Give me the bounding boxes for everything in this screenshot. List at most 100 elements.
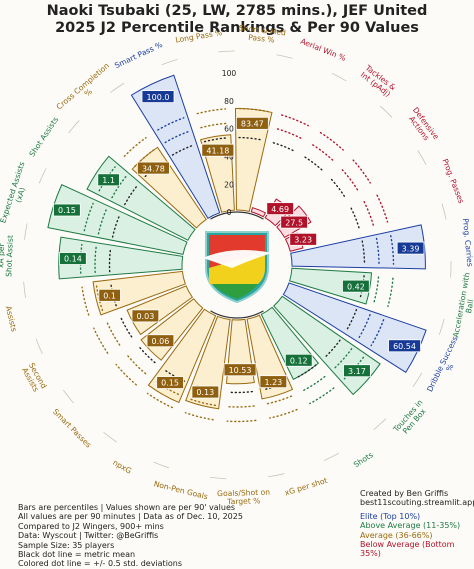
metric-label-22: Short & MedPass % — [238, 23, 287, 45]
metric-label-line: Long Pass % — [175, 28, 223, 45]
value-label-18: 1.1 — [102, 176, 115, 185]
dot-line — [282, 115, 308, 126]
dot-line — [310, 388, 334, 404]
note-line: Compared to J2 Wingers, 900+ mins — [18, 522, 243, 531]
guide-arc — [69, 120, 80, 133]
guide-arc — [380, 106, 392, 117]
metric-label-9: xG per shot — [284, 476, 329, 498]
metric-label-18: Shot Assists — [27, 115, 60, 158]
ring-tick-0: 0 — [227, 208, 232, 217]
legend-above: Above Average (11-35%) — [360, 521, 474, 530]
club-crest — [197, 225, 277, 305]
footer-legend: Created by Ben Griffis best11scouting.st… — [360, 489, 474, 559]
value-label-1: 4.69 — [271, 205, 289, 214]
ring-tick-60: 60 — [224, 125, 234, 134]
value-label-13: 0.06 — [152, 337, 170, 346]
dot-line — [127, 355, 145, 373]
dot-line — [303, 377, 325, 391]
dot-line — [227, 420, 255, 421]
metric-label-1: Tackles &Int (pAdj) — [358, 63, 398, 99]
value-label-9: 1.23 — [264, 378, 282, 387]
value-label-15: 0.1 — [103, 292, 116, 301]
metric-label-line: Non-Pen Goals — [153, 479, 209, 501]
guide-arc — [110, 83, 124, 92]
guide-arc — [374, 419, 386, 430]
ring-tick-80: 80 — [224, 97, 234, 106]
value-label-3: 3.23 — [294, 236, 312, 245]
metric-label-5: Acceleration withBall — [451, 272, 474, 340]
value-label-16: 0.14 — [64, 255, 82, 264]
guide-arc — [324, 453, 339, 460]
metric-label-line: % — [444, 362, 455, 372]
dot-line — [270, 410, 297, 418]
metric-label-8: Shots — [352, 450, 375, 469]
value-label-4: 3.39 — [402, 244, 420, 253]
metric-label-3: Prog. Passes — [440, 157, 465, 204]
metric-label-line: Aerial Win % — [299, 37, 347, 63]
footer-notes: Bars are percentiles | Values shown are … — [18, 503, 243, 569]
dot-line — [94, 328, 108, 353]
guide-arc — [442, 204, 446, 220]
dot-line — [351, 208, 359, 230]
note-line: Sample Size: 35 players — [18, 541, 243, 550]
note-line: Bars are percentiles | Values shown are … — [18, 503, 243, 512]
legend-elite: Elite (Top 10%) — [360, 512, 474, 521]
metric-label-21: Long Pass % — [175, 28, 223, 45]
guide-arc — [277, 55, 293, 59]
percentile-chart: { "title_line1": "Naoki Tsubaki (25, LW,… — [0, 0, 474, 557]
dot-line — [228, 406, 254, 407]
value-label-7: 3.17 — [348, 367, 366, 376]
dot-line — [388, 278, 393, 306]
value-label-5: 0.42 — [347, 282, 365, 291]
value-label-19: 34.78 — [142, 164, 165, 173]
dot-line — [82, 287, 89, 315]
metric-label-line: xG per shot — [284, 476, 329, 498]
guide-arc — [63, 390, 73, 403]
metric-label-line: Cross Completion — [55, 61, 112, 112]
dot-line — [332, 180, 346, 199]
metric-label-line: Prog. Passes — [440, 157, 465, 204]
dot-line — [185, 413, 213, 420]
value-label-17: 0.15 — [58, 206, 76, 215]
metric-label-0: Aerial Win % — [299, 37, 347, 63]
guide-arc — [439, 319, 444, 335]
dot-line — [374, 277, 379, 302]
guide-arc — [24, 223, 27, 239]
guide-arc — [210, 477, 226, 478]
dot-line — [229, 392, 252, 393]
value-label-2: 27.5 — [285, 218, 303, 227]
metric-label-14: SecondAssists — [20, 361, 49, 394]
guide-arc — [268, 474, 284, 477]
dot-line — [342, 170, 358, 191]
guide-arc — [418, 151, 426, 165]
site-text: best11scouting.streamlit.app — [360, 498, 474, 507]
guide-arc — [162, 60, 178, 65]
dot-line — [120, 316, 131, 336]
note-line: All values are per 90 minutes | Data as … — [18, 512, 243, 521]
note-line: Data: Wyscout | Twitter: @BeGriffis — [18, 531, 243, 540]
bar-0 — [251, 208, 265, 217]
guide-arc — [39, 168, 46, 183]
guide-arc — [36, 339, 42, 354]
ring-tick-100: 100 — [222, 69, 237, 78]
dot-line — [124, 138, 146, 157]
value-label-14: 0.03 — [136, 312, 154, 321]
metric-label-line: Shot Assists — [27, 115, 60, 158]
dot-line — [107, 322, 120, 345]
metric-label-line: Shot Assist — [4, 235, 15, 277]
value-label-12: 0.15 — [161, 379, 179, 388]
note-line: Black dot line = metric mean — [18, 550, 243, 559]
metric-label-4: Prog. Carries — [461, 218, 474, 267]
metric-label-20: Smart Pass % — [113, 40, 164, 70]
metric-label-line: npxG — [111, 458, 133, 476]
dot-line — [305, 157, 323, 171]
guide-arc — [413, 373, 422, 387]
dot-line — [364, 202, 373, 226]
metric-label-11: Non-Pen Goals — [153, 479, 209, 501]
guide-arc — [154, 462, 169, 468]
dot-line — [353, 160, 370, 183]
note-line: Colored dot line = +/- 0.5 std. deviatio… — [18, 559, 243, 568]
dot-line — [313, 145, 334, 161]
credit-text: Created by Ben Griffis — [360, 489, 474, 498]
